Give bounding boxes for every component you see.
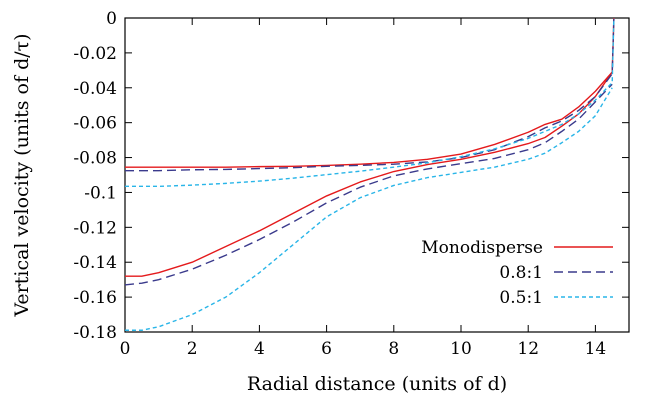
y-tick-label: -0.12	[73, 218, 117, 238]
series-lines	[124, 17, 615, 331]
y-tick-label: -0.14	[73, 253, 117, 273]
y-tick-label: -0.02	[73, 44, 117, 64]
x-tick-label: 2	[187, 339, 198, 359]
legend: Monodisperse 0.8:1 0.5:1	[421, 238, 613, 308]
series-line-2-curve-1	[125, 17, 615, 172]
y-tick-label: -0.18	[73, 323, 117, 343]
series-line-2-curve-2	[124, 83, 613, 286]
y-tick-label: -0.08	[73, 149, 117, 169]
legend-label: 0.5:1	[499, 288, 543, 308]
y-axis-label: Vertical velocity (units of d/τ)	[11, 33, 33, 317]
x-tick-label: 4	[254, 339, 265, 359]
y-tick-label: -0.04	[73, 79, 117, 99]
x-tick-label: 0	[120, 339, 131, 359]
series-line-1-curve-2	[125, 71, 613, 277]
axis-ticks: 0 2 4 6 8 10 12 14 0 -0.02 -0.04 -0.06 -0.08 -0.1 -0.1…	[73, 9, 629, 359]
x-tick-label: 6	[321, 339, 332, 359]
series-line-3-curve-1	[125, 17, 615, 188]
x-tick-label: 8	[388, 339, 399, 359]
y-tick-label: 0	[106, 9, 117, 29]
x-tick-label: 12	[517, 339, 539, 359]
series-line-1-curve-1	[125, 17, 615, 168]
legend-label: Monodisperse	[421, 238, 543, 258]
y-tick-label: -0.06	[73, 114, 117, 134]
y-tick-label: -0.16	[73, 288, 117, 308]
series-line-3-curve-2	[125, 87, 613, 331]
x-axis-label: Radial distance (units of d)	[247, 373, 507, 395]
x-tick-label: 10	[450, 339, 472, 359]
plot-frame	[124, 17, 630, 333]
y-tick-label: -0.1	[84, 183, 117, 203]
legend-label: 0.8:1	[499, 263, 543, 283]
x-tick-label: 14	[585, 339, 607, 359]
